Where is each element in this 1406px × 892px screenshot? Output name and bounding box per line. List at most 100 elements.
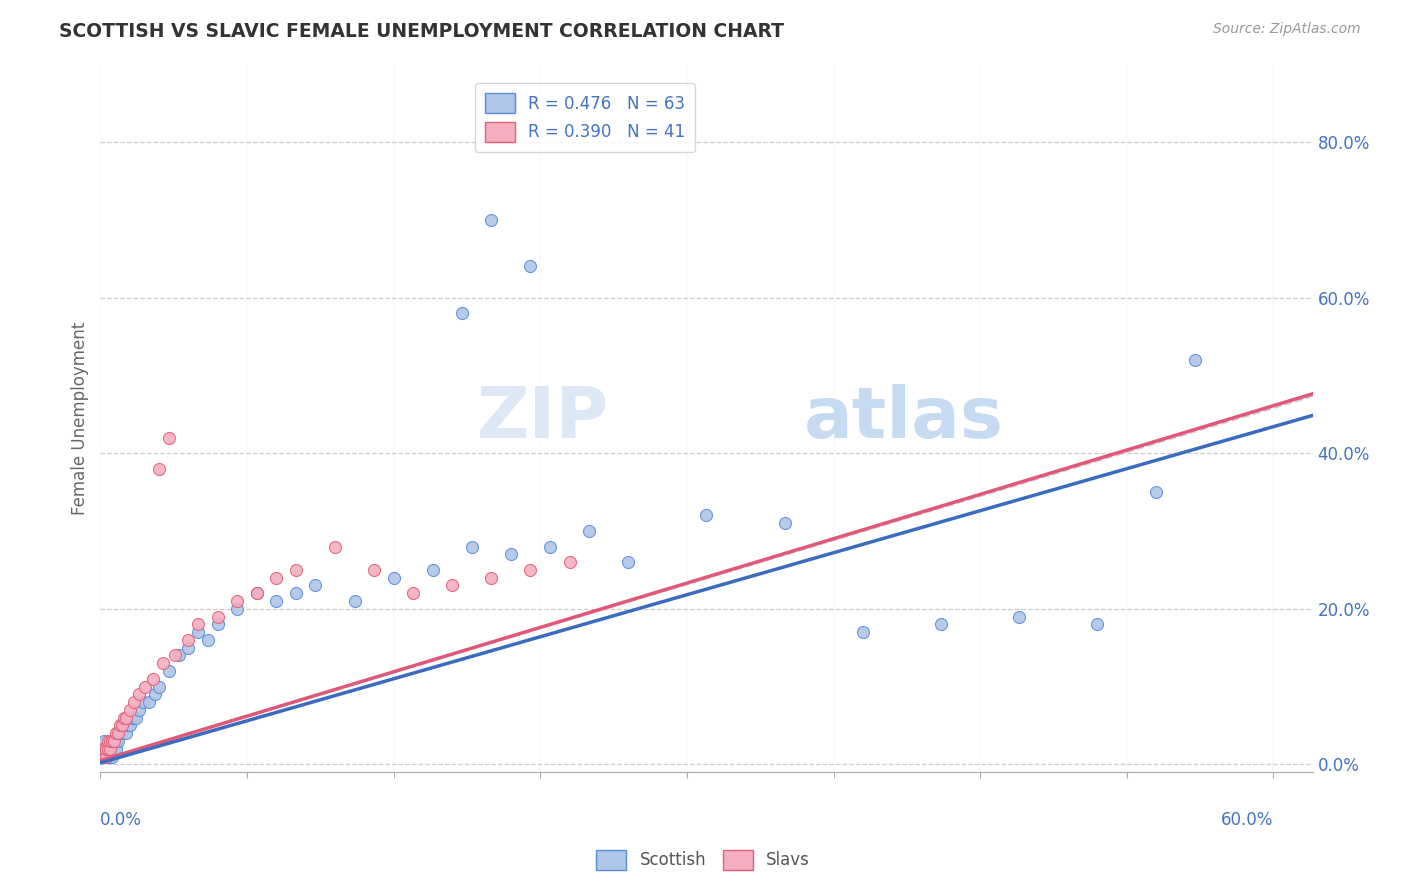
Point bbox=[112, 711, 135, 725]
Point bbox=[91, 749, 114, 764]
Point bbox=[98, 749, 121, 764]
Point bbox=[93, 741, 115, 756]
Point bbox=[97, 749, 120, 764]
Point bbox=[461, 540, 484, 554]
Y-axis label: Female Unemployment: Female Unemployment bbox=[72, 321, 89, 515]
Point bbox=[96, 749, 118, 764]
Point bbox=[157, 664, 180, 678]
Point bbox=[98, 741, 121, 756]
Point bbox=[104, 734, 127, 748]
Point bbox=[101, 749, 124, 764]
Point bbox=[114, 711, 136, 725]
Point bbox=[114, 726, 136, 740]
Point bbox=[266, 571, 288, 585]
Point bbox=[538, 540, 561, 554]
Point bbox=[382, 571, 405, 585]
Point bbox=[617, 555, 640, 569]
Point bbox=[284, 586, 307, 600]
Point bbox=[107, 734, 129, 748]
Point bbox=[197, 632, 219, 647]
Point bbox=[148, 461, 170, 475]
Point bbox=[157, 431, 180, 445]
Point bbox=[138, 695, 160, 709]
Point bbox=[128, 687, 150, 701]
Point bbox=[122, 711, 145, 725]
Point bbox=[499, 547, 522, 561]
Point bbox=[91, 741, 114, 756]
Point bbox=[107, 726, 129, 740]
Point bbox=[97, 734, 120, 748]
Point bbox=[519, 563, 541, 577]
Point bbox=[103, 734, 125, 748]
Point bbox=[98, 734, 121, 748]
Point bbox=[148, 680, 170, 694]
Point bbox=[142, 672, 165, 686]
Point bbox=[111, 718, 134, 732]
Point bbox=[167, 648, 190, 663]
Legend: R = 0.476   N = 63, R = 0.390   N = 41: R = 0.476 N = 63, R = 0.390 N = 41 bbox=[475, 83, 696, 152]
Point bbox=[112, 718, 135, 732]
Point bbox=[103, 741, 125, 756]
Point bbox=[226, 601, 249, 615]
Point bbox=[695, 508, 717, 523]
Point bbox=[207, 617, 229, 632]
Point bbox=[187, 625, 209, 640]
Point bbox=[128, 703, 150, 717]
Point bbox=[108, 726, 131, 740]
Point bbox=[323, 540, 346, 554]
Point bbox=[852, 625, 875, 640]
Point bbox=[104, 741, 127, 756]
Point bbox=[1144, 485, 1167, 500]
Point bbox=[96, 749, 118, 764]
Point bbox=[929, 617, 952, 632]
Point bbox=[246, 586, 269, 600]
Point bbox=[101, 734, 124, 748]
Text: ZIP: ZIP bbox=[477, 384, 609, 452]
Point bbox=[177, 632, 200, 647]
Point bbox=[124, 711, 146, 725]
Point bbox=[773, 516, 796, 531]
Point bbox=[363, 563, 385, 577]
Legend: Scottish, Slavs: Scottish, Slavs bbox=[589, 843, 817, 877]
Point bbox=[91, 741, 114, 756]
Point bbox=[103, 734, 125, 748]
Point bbox=[132, 695, 155, 709]
Point bbox=[479, 212, 502, 227]
Point bbox=[1008, 609, 1031, 624]
Text: atlas: atlas bbox=[803, 384, 1004, 452]
Text: 60.0%: 60.0% bbox=[1220, 811, 1274, 829]
Point bbox=[143, 687, 166, 701]
Point bbox=[226, 594, 249, 608]
Point bbox=[304, 578, 326, 592]
Point bbox=[519, 260, 541, 274]
Point bbox=[91, 749, 114, 764]
Point bbox=[402, 586, 425, 600]
Point bbox=[266, 594, 288, 608]
Text: SCOTTISH VS SLAVIC FEMALE UNEMPLOYMENT CORRELATION CHART: SCOTTISH VS SLAVIC FEMALE UNEMPLOYMENT C… bbox=[59, 22, 785, 41]
Point bbox=[111, 726, 134, 740]
Point bbox=[93, 741, 115, 756]
Point bbox=[108, 718, 131, 732]
Point bbox=[117, 718, 139, 732]
Point bbox=[479, 571, 502, 585]
Point bbox=[246, 586, 269, 600]
Point bbox=[91, 749, 114, 764]
Point bbox=[207, 609, 229, 624]
Point bbox=[177, 640, 200, 655]
Point bbox=[451, 306, 474, 320]
Point bbox=[284, 563, 307, 577]
Point bbox=[96, 741, 118, 756]
Point bbox=[152, 657, 174, 671]
Point bbox=[101, 734, 124, 748]
Point bbox=[343, 594, 366, 608]
Point bbox=[187, 617, 209, 632]
Point bbox=[121, 711, 143, 725]
Point bbox=[578, 524, 600, 538]
Point bbox=[1184, 352, 1206, 367]
Point bbox=[134, 680, 156, 694]
Point bbox=[104, 726, 127, 740]
Point bbox=[96, 741, 118, 756]
Point bbox=[118, 718, 141, 732]
Point bbox=[93, 749, 115, 764]
Point bbox=[163, 648, 186, 663]
